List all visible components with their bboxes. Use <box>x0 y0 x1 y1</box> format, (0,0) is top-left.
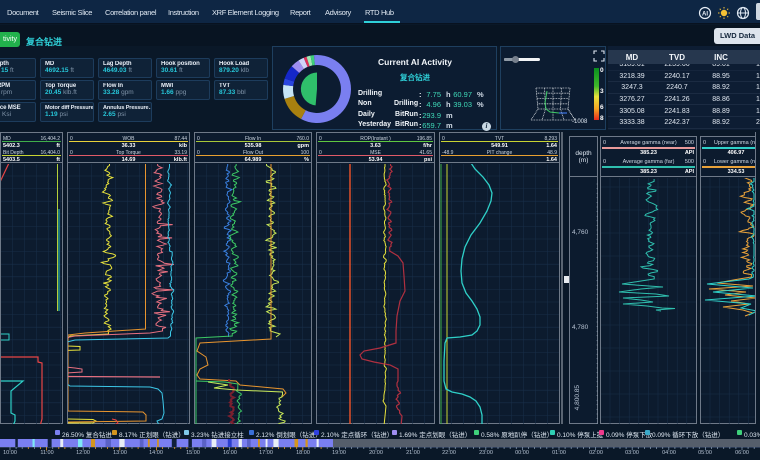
svg-text:AI: AI <box>702 11 708 17</box>
